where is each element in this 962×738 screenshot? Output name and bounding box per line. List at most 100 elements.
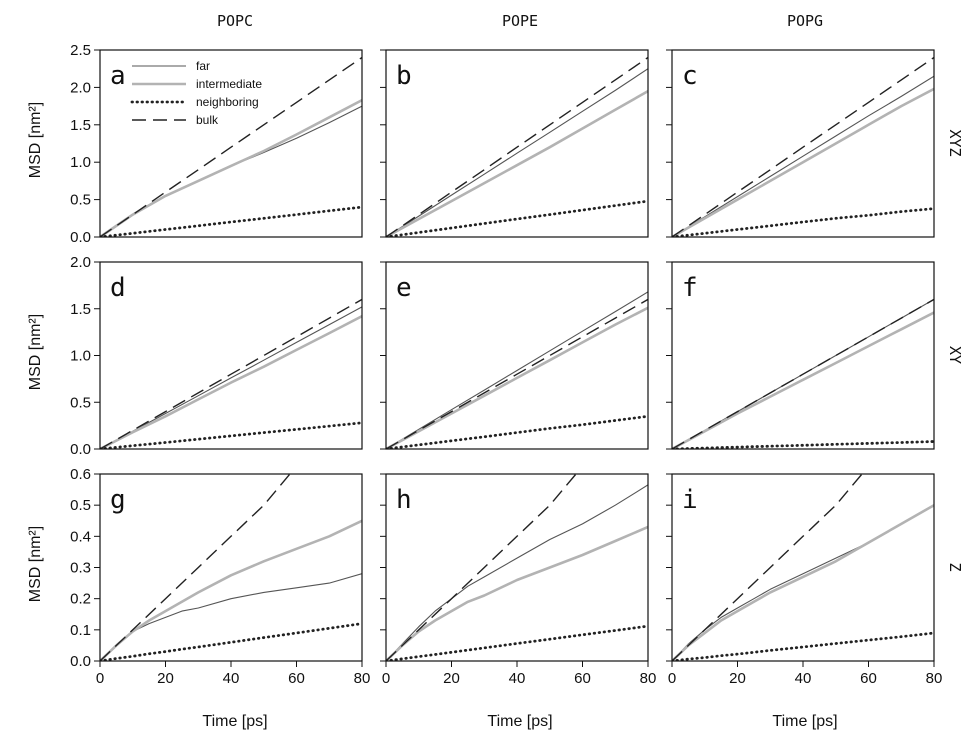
series-line-neighboring xyxy=(386,624,648,661)
panel-series xyxy=(672,56,934,237)
panel-series xyxy=(100,56,362,237)
panel-i: i 0 20 40 60 80 xyxy=(666,473,943,687)
x-tick-label: 80 xyxy=(354,670,371,687)
column-title-popc: POPC xyxy=(217,12,253,30)
series-line-far xyxy=(386,484,648,661)
row-title-xy: XY xyxy=(946,346,962,364)
panel-series xyxy=(100,474,362,661)
x-tick-label: 60 xyxy=(860,670,877,687)
y-tick-label: 0.1 xyxy=(70,622,91,639)
column-titles: POPC POPE POPG xyxy=(217,12,823,30)
panel-b: b xyxy=(380,49,649,238)
series-line-bulk xyxy=(672,474,863,661)
y-tick-label: 1.0 xyxy=(70,348,91,365)
row-titles: XYZ XY Z xyxy=(946,129,962,571)
y-axis-title-row-2: MSD [nm²] xyxy=(27,314,44,390)
legend: far intermediate neighboring bulk xyxy=(130,59,262,127)
series-line-far xyxy=(672,75,934,237)
panel-frame xyxy=(99,261,363,450)
y-tick-label: 0.0 xyxy=(70,653,91,670)
x-axis-titles: Time [ps] Time [ps] Time [ps] xyxy=(202,713,837,730)
panel-h: h 0 20 40 60 80 xyxy=(380,473,657,687)
panel-d: d 0.0 0.5 1.0 1.5 2.0 xyxy=(70,254,363,458)
series-line-neighboring xyxy=(672,440,934,449)
x-tick-label: 60 xyxy=(574,670,591,687)
x-tick-label: 40 xyxy=(795,670,812,687)
series-line-neighboring xyxy=(672,207,934,237)
series-line-neighboring xyxy=(100,622,362,661)
x-tick-label: 80 xyxy=(926,670,943,687)
legend-label-far: far xyxy=(196,59,210,73)
x-tick-label: 0 xyxy=(96,670,104,687)
y-axis-title-row-1: MSD [nm²] xyxy=(27,102,44,178)
series-line-intermediate xyxy=(100,519,362,661)
x-tick-label: 40 xyxy=(509,670,526,687)
row-title-z: Z xyxy=(946,562,962,571)
series-line-intermediate xyxy=(386,306,648,449)
series-line-far xyxy=(100,105,362,237)
panel-f: f xyxy=(666,261,935,450)
panel-frame xyxy=(385,49,649,238)
x-axis-title-col-1: Time [ps] xyxy=(202,713,267,730)
y-tick-label: 0.5 xyxy=(70,394,91,411)
panel-letter: f xyxy=(682,273,698,303)
y-tick-label: 0.5 xyxy=(70,192,91,209)
x-axis-title-col-2: Time [ps] xyxy=(487,713,552,730)
series-line-neighboring xyxy=(100,205,362,237)
column-title-pope: POPE xyxy=(502,12,538,30)
legend-label-bulk: bulk xyxy=(196,113,219,127)
series-line-far xyxy=(100,573,362,661)
panel-letter: i xyxy=(682,485,698,515)
y-tick-label: 0.0 xyxy=(70,229,91,246)
series-line-bulk xyxy=(100,298,362,449)
panel-frame xyxy=(671,49,935,238)
series-line-bulk xyxy=(386,298,648,449)
x-tick-label: 80 xyxy=(640,670,657,687)
panel-frame xyxy=(99,49,363,238)
x-tick-label: 20 xyxy=(157,670,174,687)
x-tick-label: 40 xyxy=(223,670,240,687)
y-axis-titles: MSD [nm²] MSD [nm²] MSD [nm²] xyxy=(27,102,44,602)
series-line-neighboring xyxy=(386,199,648,237)
x-tick-label: 0 xyxy=(382,670,390,687)
panel-frame xyxy=(99,473,363,662)
series-line-intermediate xyxy=(672,87,934,237)
panel-series xyxy=(386,291,648,449)
legend-label-intermediate: intermediate xyxy=(196,77,262,91)
panel-series xyxy=(672,298,934,449)
panel-letter: a xyxy=(110,61,126,91)
series-line-intermediate xyxy=(386,89,648,237)
y-tick-label: 1.5 xyxy=(70,117,91,134)
series-line-neighboring xyxy=(672,631,934,661)
y-tick-label: 0.0 xyxy=(70,441,91,458)
x-tick-label: 60 xyxy=(288,670,305,687)
panel-letter: h xyxy=(396,485,412,515)
panel-e: e xyxy=(380,261,649,450)
y-tick-label: 1.5 xyxy=(70,301,91,318)
panel-g: g 0.0 0.1 0.2 0.3 0.4 0.5 0.6 0 20 40 60 80 xyxy=(70,466,370,687)
series-line-bulk xyxy=(100,474,291,661)
panel-series xyxy=(386,56,648,237)
row-title-xyz: XYZ xyxy=(946,129,962,156)
y-axis-title-row-3: MSD [nm²] xyxy=(27,526,44,602)
panel-letter: e xyxy=(396,273,412,303)
series-line-bulk xyxy=(386,56,648,237)
y-tick-label: 0.5 xyxy=(70,497,91,514)
x-tick-label: 20 xyxy=(729,670,746,687)
series-line-intermediate xyxy=(672,311,934,449)
y-tick-label: 0.3 xyxy=(70,560,91,577)
series-line-intermediate xyxy=(672,504,934,661)
panel-frame xyxy=(385,473,649,662)
series-line-bulk xyxy=(672,298,934,449)
x-tick-label: 20 xyxy=(443,670,460,687)
y-tick-label: 0.4 xyxy=(70,528,91,545)
panel-series xyxy=(100,298,362,449)
x-tick-label: 0 xyxy=(668,670,676,687)
y-tick-label: 2.0 xyxy=(70,79,91,96)
y-tick-label: 2.5 xyxy=(70,42,91,59)
y-tick-label: 2.0 xyxy=(70,254,91,271)
panel-letter: d xyxy=(110,273,126,303)
series-line-bulk xyxy=(100,56,362,237)
legend-label-neighboring: neighboring xyxy=(196,95,259,109)
